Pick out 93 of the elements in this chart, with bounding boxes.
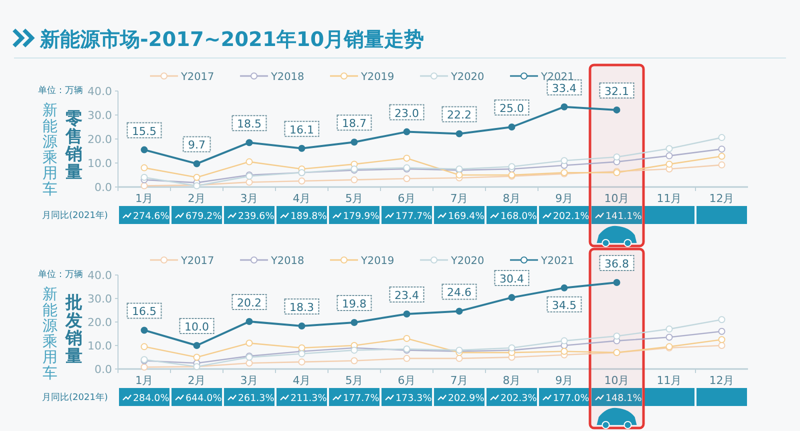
text: 177.0% bbox=[553, 393, 590, 404]
x-tick-label: 12月 bbox=[709, 192, 734, 205]
legend-label: Y2017 bbox=[180, 71, 214, 83]
text: 月同比(2021年) bbox=[42, 210, 108, 221]
text: 168.0% bbox=[500, 211, 537, 222]
data-label: 10.0 bbox=[184, 320, 209, 334]
x-tick-label: 8月 bbox=[502, 192, 521, 205]
legend-label: Y2017 bbox=[180, 255, 214, 267]
text: 261.3% bbox=[238, 393, 274, 404]
data-label: 23.0 bbox=[394, 106, 419, 120]
text: 284.0% bbox=[133, 393, 170, 404]
legend-label: Y2018 bbox=[270, 71, 304, 83]
y-tick-label: 40.0 bbox=[88, 269, 112, 282]
text: 148.1% bbox=[606, 393, 642, 404]
text: 211.3% bbox=[290, 393, 327, 404]
x-tick-label: 5月 bbox=[345, 192, 364, 205]
text: 单位：万辆 bbox=[38, 269, 83, 280]
data-label: 32.1 bbox=[604, 84, 629, 98]
text: 新能源乘用车 bbox=[42, 101, 58, 198]
x-tick-label: 10月 bbox=[604, 192, 630, 205]
data-label: 34.5 bbox=[552, 298, 576, 312]
data-label: 15.5 bbox=[132, 124, 156, 138]
data-label: 9.7 bbox=[188, 138, 206, 152]
data-label: 20.2 bbox=[237, 296, 262, 310]
data-label: 33.4 bbox=[552, 82, 576, 95]
y-tick-label: 10.0 bbox=[88, 157, 112, 170]
legend-label: Y2020 bbox=[450, 71, 484, 83]
x-tick-label: 2月 bbox=[188, 374, 206, 387]
text: 274.6% bbox=[133, 211, 170, 222]
text: 月同比(2021年) bbox=[42, 392, 108, 403]
legend-label: Y2021 bbox=[540, 71, 574, 83]
y-tick-label: 0.0 bbox=[94, 181, 112, 194]
x-tick-label: 3月 bbox=[240, 374, 258, 387]
text: 189.8% bbox=[290, 211, 327, 222]
x-tick-label: 9月 bbox=[555, 192, 574, 205]
data-label: 22.2 bbox=[447, 108, 472, 122]
y-tick-label: 30.0 bbox=[88, 292, 112, 306]
x-tick-label: 1月 bbox=[135, 374, 154, 387]
text: 202.1% bbox=[553, 211, 590, 222]
data-label: 30.4 bbox=[500, 272, 524, 286]
chart-title: 新能源市场-2017~2021年10月销量走势 bbox=[39, 27, 424, 51]
legend-label: Y2018 bbox=[270, 255, 304, 267]
x-tick-label: 11月 bbox=[656, 192, 682, 205]
text: 173.3% bbox=[396, 393, 432, 404]
text: 679.2% bbox=[186, 211, 222, 222]
y-tick-label: 20.0 bbox=[88, 316, 112, 329]
x-tick-label: 7月 bbox=[450, 192, 468, 205]
y-tick-label: 40.0 bbox=[88, 85, 112, 98]
text: 新能源乘用车 bbox=[42, 285, 58, 382]
data-label: 25.0 bbox=[500, 102, 524, 115]
y-axis-title: 零售销量 bbox=[64, 109, 82, 183]
data-label: 16.5 bbox=[132, 305, 156, 318]
text: 177.7% bbox=[396, 211, 432, 222]
x-tick-label: 11月 bbox=[656, 374, 682, 387]
x-tick-label: 10月 bbox=[604, 374, 630, 387]
data-label: 16.1 bbox=[290, 123, 314, 136]
x-tick-label: 2月 bbox=[188, 192, 206, 205]
legend-label: Y2020 bbox=[450, 255, 484, 267]
text: 141.1% bbox=[606, 211, 642, 222]
x-tick-label: 5月 bbox=[345, 374, 364, 387]
legend-label: Y2019 bbox=[360, 255, 394, 267]
x-tick-label: 4月 bbox=[292, 192, 311, 205]
text: 202.9% bbox=[448, 393, 484, 404]
x-tick-label: 12月 bbox=[709, 374, 734, 387]
x-tick-label: 9月 bbox=[555, 374, 574, 387]
x-tick-label: 7月 bbox=[450, 374, 468, 387]
y-tick-label: 20.0 bbox=[88, 133, 112, 146]
data-label: 23.4 bbox=[394, 289, 419, 302]
y-axis-title: 批发销量 bbox=[64, 293, 82, 367]
x-tick-label: 4月 bbox=[292, 374, 311, 387]
x-tick-label: 6月 bbox=[398, 192, 416, 205]
y-tick-label: 0.0 bbox=[94, 363, 112, 376]
text: 179.9% bbox=[343, 211, 380, 222]
y-tick-label: 30.0 bbox=[88, 109, 112, 122]
legend-label: Y2019 bbox=[360, 71, 394, 83]
text: 单位：万辆 bbox=[38, 85, 83, 96]
x-tick-label: 6月 bbox=[398, 374, 416, 387]
data-label: 18.7 bbox=[342, 117, 366, 130]
data-label: 18.3 bbox=[290, 300, 314, 314]
data-label: 36.8 bbox=[604, 258, 629, 271]
text: 239.6% bbox=[238, 211, 274, 222]
x-tick-label: 1月 bbox=[135, 192, 154, 205]
text: 169.4% bbox=[448, 211, 484, 222]
data-label: 19.8 bbox=[342, 297, 366, 310]
data-label: 18.5 bbox=[237, 118, 262, 131]
y-tick-label: 10.0 bbox=[88, 340, 112, 352]
x-tick-label: 3月 bbox=[240, 192, 258, 205]
text: 177.7% bbox=[343, 393, 380, 404]
legend-label: Y2021 bbox=[540, 255, 574, 267]
text: 644.0% bbox=[186, 393, 222, 404]
text: 202.3% bbox=[500, 393, 537, 404]
x-tick-label: 8月 bbox=[502, 374, 521, 387]
data-label: 24.6 bbox=[447, 286, 472, 300]
